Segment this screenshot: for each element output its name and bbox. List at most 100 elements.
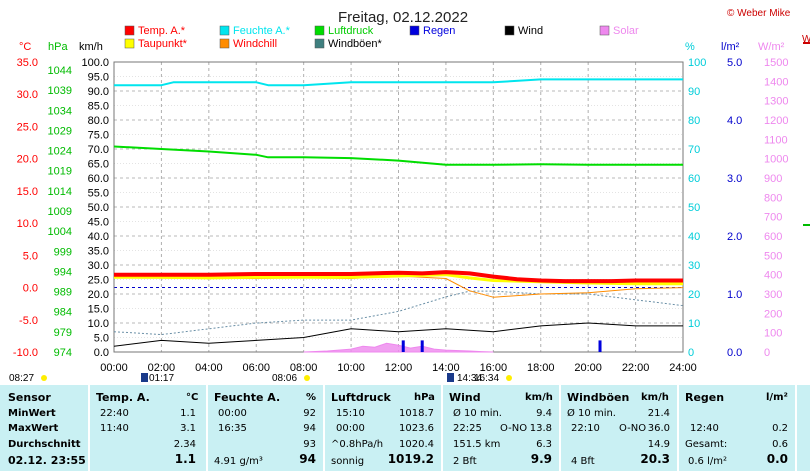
legend-swatch	[599, 25, 610, 36]
pressure-tick: 1044	[48, 65, 72, 77]
solar-tick: 0	[764, 347, 770, 359]
solar-tick: 1400	[764, 76, 788, 88]
wind-tick: 30.0	[88, 260, 109, 272]
legend-swatch	[314, 25, 325, 36]
stats-wind-avg: 6.3	[536, 439, 552, 450]
legend-swatch	[314, 38, 325, 49]
temp-tick: 5.0	[23, 250, 38, 262]
solar-tick: 900	[764, 173, 782, 185]
x-tick: 04:00	[195, 362, 223, 374]
moon-icon	[141, 373, 148, 382]
stats-rain-current: 0.0	[766, 452, 788, 466]
humidity-tick: 40	[688, 231, 700, 243]
rain-axis-unit: l/m²	[721, 41, 740, 53]
stats-gust-max: 36.0	[647, 423, 670, 434]
stats-temp-max-time: 11:40	[100, 423, 129, 434]
temp-tick: 20.0	[17, 154, 38, 166]
legend-label: Wind	[518, 25, 543, 37]
stats-temp-current: 1.1	[174, 452, 196, 466]
pressure-tick: 1009	[48, 206, 72, 218]
solar-tick: 400	[764, 270, 782, 282]
x-tick: 12:00	[385, 362, 413, 374]
temp-tick: 35.0	[17, 57, 38, 69]
solar-tick: 1300	[764, 96, 788, 108]
temp-tick: 10.0	[17, 218, 38, 230]
edge-mark-green	[803, 224, 810, 226]
stats-wind-unit: km/h	[525, 392, 553, 403]
stats-rain-max-time: 12:40	[690, 423, 719, 434]
stats-wind-max: 13.8	[529, 423, 552, 434]
wind-tick: 45.0	[88, 217, 109, 229]
x-tick: 10:00	[337, 362, 365, 374]
stats-pressure-max: 1023.6	[399, 423, 434, 434]
humidity-tick: 10	[688, 318, 700, 330]
stats-wind-max-dir: O-NO	[500, 423, 528, 434]
temp-axis-unit: °C	[19, 41, 31, 53]
humidity-tick: 30	[688, 260, 700, 272]
legend-swatch	[219, 38, 230, 49]
rain-tick: 4.0	[727, 115, 742, 127]
wind-tick: 50.0	[88, 202, 109, 214]
solar-tick: 700	[764, 212, 782, 224]
stats-rain-header: Regen	[685, 391, 725, 404]
pressure-tick: 974	[54, 347, 72, 359]
pressure-tick: 979	[54, 327, 72, 339]
solar-tick: 300	[764, 289, 782, 301]
wind-axis-unit: km/h	[79, 41, 103, 53]
stats-wind-max-time: 22:25	[453, 423, 482, 434]
stats-pressure-min-time: 15:10	[336, 408, 365, 419]
pressure-tick: 1004	[48, 226, 72, 238]
pressure-tick: 989	[54, 287, 72, 299]
legend-label: Windböen*	[328, 38, 383, 50]
stats-wind-current: 9.9	[530, 452, 552, 466]
sun-icon	[304, 375, 310, 381]
legend-label: Solar	[613, 25, 639, 37]
stats-temp-avg: 2.34	[173, 439, 196, 450]
wind-tick: 85.0	[88, 101, 109, 113]
stats-pressure-min: 1018.7	[399, 408, 434, 419]
stats-pressure-max-time: 00:00	[336, 423, 365, 434]
sun-icon	[506, 375, 512, 381]
x-tick: 18:00	[527, 362, 555, 374]
stats-gust-unit: km/h	[641, 392, 669, 403]
pressure-tick: 1014	[48, 186, 72, 198]
humidity-axis-unit: %	[685, 41, 695, 53]
wind-tick: 10.0	[88, 318, 109, 330]
humidity-tick: 60	[688, 173, 700, 185]
x-tick: 16:00	[480, 362, 508, 374]
stats-temp-header: Temp. A.	[96, 391, 150, 404]
stats-humidity-min-time: 00:00	[218, 408, 247, 419]
moon-icon	[447, 373, 454, 382]
humidity-tick: 50	[688, 202, 700, 214]
legend-label: Luftdruck	[328, 25, 374, 37]
stats-humidity-header: Feuchte A.	[214, 391, 281, 404]
wind-tick: 90.0	[88, 86, 109, 98]
legend-label: Windchill	[233, 38, 277, 50]
solar-tick: 1000	[764, 154, 788, 166]
stats-gust-bft: 4 Bft	[571, 456, 595, 467]
stats-rain-total: 0.6	[772, 439, 788, 450]
stats-rain-unit: l/m²	[766, 392, 788, 403]
stats-wind-bft: 2 Bft	[453, 456, 477, 467]
wind-tick: 35.0	[88, 246, 109, 258]
stats-gust-avg10-label: Ø 10 min.	[567, 408, 616, 419]
temp-tick: 25.0	[17, 121, 38, 133]
rain-tick: 0.0	[727, 347, 742, 359]
solar-axis-unit: W/m²	[758, 41, 785, 53]
temp-tick: 30.0	[17, 89, 38, 101]
x-tick: 06:00	[242, 362, 270, 374]
stats-pressure-forecast: sonnig	[331, 456, 365, 467]
solar-tick: 1500	[764, 57, 788, 69]
moonrise-time: 01:17	[149, 373, 174, 384]
rain-bar	[598, 340, 602, 352]
edge-mark-red	[803, 42, 810, 44]
wind-tick: 95.0	[88, 72, 109, 84]
wind-tick: 25.0	[88, 275, 109, 287]
x-tick: 00:00	[100, 362, 128, 374]
temp-tick: 0.0	[23, 283, 38, 295]
wind-tick: 15.0	[88, 304, 109, 316]
x-tick: 20:00	[574, 362, 602, 374]
wind-tick: 0.0	[94, 347, 109, 359]
stats-wind-avg10-label: Ø 10 min.	[453, 408, 502, 419]
